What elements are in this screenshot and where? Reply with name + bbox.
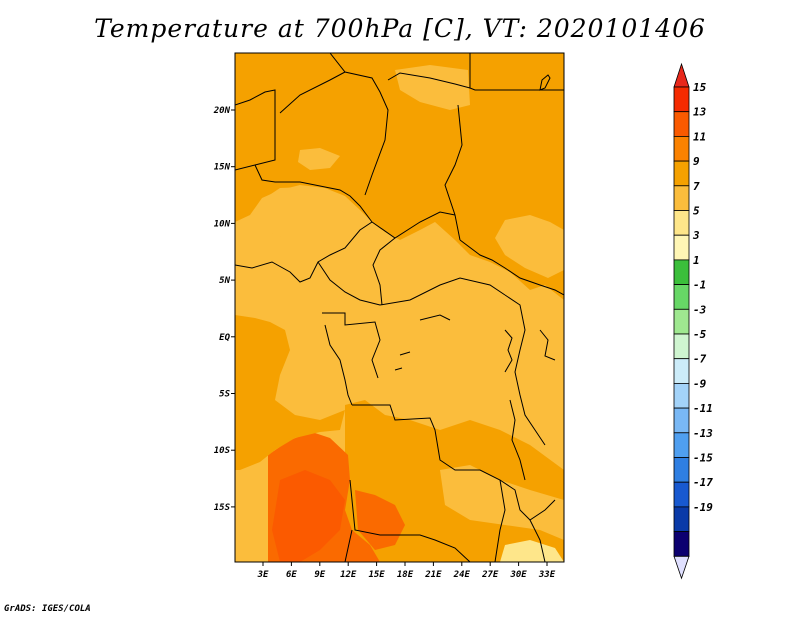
- north-light-patch: [298, 148, 340, 170]
- colorbar-label: 3: [692, 229, 700, 242]
- map-frame: [234, 52, 565, 563]
- colorbar-top-arrow: [673, 62, 690, 88]
- colorbar-label: -1: [693, 279, 706, 292]
- lon-label: 27E: [481, 570, 499, 580]
- colorbar-swatch: [673, 481, 690, 508]
- longitude-labels: 3E 6E 9E 12E 15E 18E 21E 24E 27E 30E 33E: [257, 570, 556, 580]
- colorbar-label: -13: [693, 427, 713, 440]
- south-light-patch: [440, 465, 564, 540]
- latitude-axis: [231, 109, 235, 508]
- lon-label: 21E: [424, 570, 442, 580]
- lat-label: 5N: [219, 276, 230, 286]
- southeast-pale-patch: [500, 540, 564, 562]
- lat-label: 15N: [214, 163, 231, 173]
- colorbar-swatch: [673, 86, 690, 113]
- grads-credit: GrADS: IGES/COLA: [4, 604, 91, 614]
- colorbar-label: 9: [693, 155, 700, 168]
- colorbar-label: 1: [693, 254, 700, 267]
- colorbar-label: -5: [693, 328, 707, 341]
- lon-label: 33E: [538, 570, 556, 580]
- colorbar-swatch: [673, 333, 690, 360]
- colorbar-swatch: [673, 457, 690, 483]
- lat-label: EQ: [219, 333, 230, 343]
- lon-label: 30E: [509, 570, 527, 580]
- colorbar-swatch: [673, 382, 690, 409]
- temperature-field: [235, 53, 564, 562]
- colorbar-label: 5: [693, 205, 700, 218]
- north-light-patch: [495, 215, 564, 278]
- colorbar-label: 11: [693, 130, 706, 143]
- lat-label: 20N: [213, 106, 231, 116]
- sahel-north-region: [235, 53, 564, 300]
- colorbar-swatch: [673, 135, 690, 162]
- colorbar-swatch: [673, 210, 690, 236]
- colorbar-label: -3: [693, 303, 707, 316]
- lon-label: 3E: [257, 570, 269, 580]
- plot-title: Temperature at 700hPa [C], VT: 202010140…: [94, 14, 706, 43]
- colorbar-swatch: [673, 531, 690, 557]
- colorbar-swatch: [673, 185, 690, 211]
- colorbar-swatch: [673, 234, 690, 261]
- colorbar: 15 13 11 9 7 5 3 1 -1 -3 -5 -7 -9 -11 -13 -15 -17 -19: [673, 62, 713, 580]
- colorbar-swatch: [673, 407, 690, 434]
- lon-label: 24E: [453, 570, 471, 580]
- colorbar-label: -19: [693, 501, 713, 514]
- colorbar-label: 7: [693, 180, 700, 193]
- north-light-patch: [260, 187, 360, 242]
- colorbar-swatch: [673, 308, 690, 335]
- colorbar-swatch: [673, 160, 690, 187]
- west-ocean-band: [235, 315, 345, 470]
- colorbar-swatch: [673, 432, 690, 458]
- lon-label: 18E: [397, 570, 414, 580]
- colorbar-label: -11: [693, 402, 713, 415]
- north-light-patch: [395, 65, 470, 110]
- lat-label: 5S: [219, 390, 230, 400]
- lat-label: 15S: [214, 503, 231, 513]
- colorbar-label: -9: [693, 377, 707, 390]
- longitude-axis: [262, 562, 548, 566]
- colorbar-swatch: [673, 506, 690, 532]
- latitude-labels: 20N 15N 10N 5N EQ 5S 10S 15S: [213, 106, 231, 513]
- angola-core-region: [272, 470, 345, 562]
- colorbar-label: -17: [693, 476, 713, 489]
- lon-label: 12E: [340, 570, 357, 580]
- lat-label: 10N: [214, 219, 231, 229]
- borders: [235, 53, 564, 562]
- lon-label: 9E: [314, 570, 325, 580]
- colorbar-swatch: [673, 259, 690, 285]
- colorbar-label: -15: [693, 452, 713, 465]
- lon-label: 15E: [368, 570, 385, 580]
- colorbar-swatch: [673, 111, 690, 137]
- colorbar-bottom-arrow: [673, 555, 690, 580]
- colorbar-label: -7: [693, 353, 707, 366]
- lon-label: 6E: [286, 570, 297, 580]
- colorbar-swatch: [673, 358, 690, 384]
- lat-label: 10S: [214, 446, 231, 456]
- colorbar-label: 13: [693, 106, 707, 119]
- colorbar-label: 15: [693, 81, 707, 94]
- colorbar-swatch: [673, 284, 690, 310]
